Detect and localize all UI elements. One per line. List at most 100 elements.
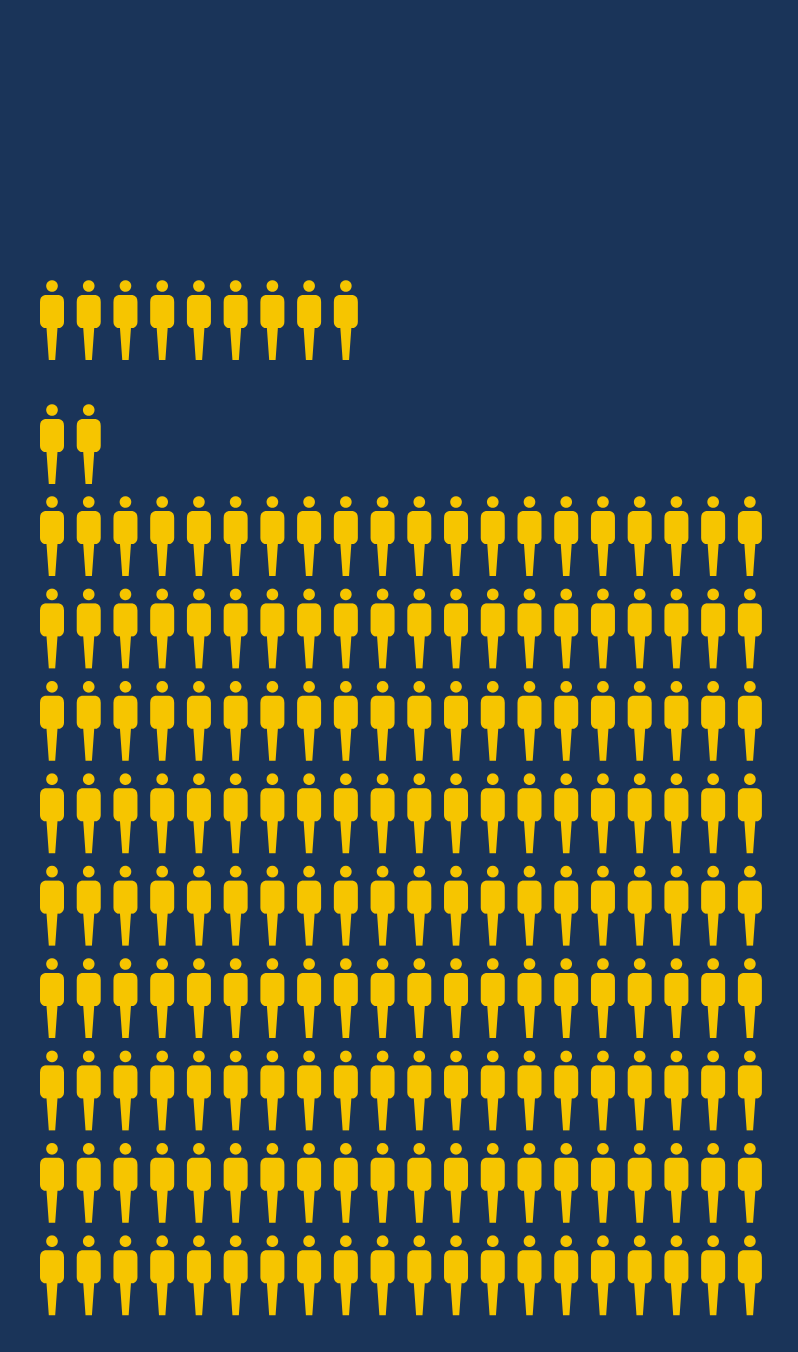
person-icon	[333, 865, 358, 946]
person-icon	[627, 1143, 652, 1223]
person-icon	[370, 496, 395, 576]
person-icon	[76, 865, 101, 946]
person-icon	[737, 681, 762, 761]
person-icon	[407, 773, 432, 854]
person-icon	[701, 681, 726, 761]
person-icon	[480, 496, 505, 576]
person-icon	[333, 681, 358, 761]
person-icon	[186, 496, 211, 576]
person-icon	[113, 1235, 138, 1316]
person-icon	[186, 1143, 211, 1223]
person-icon	[737, 958, 762, 1038]
person-icon	[664, 1050, 689, 1131]
person-icon	[370, 681, 395, 761]
person-icon	[150, 773, 175, 854]
person-icon	[40, 681, 64, 761]
person-icon	[664, 1143, 689, 1223]
person-icon	[297, 865, 322, 946]
person-icon	[517, 1143, 542, 1223]
pictogram-marks	[40, 280, 762, 1316]
person-icon	[444, 958, 469, 1038]
person-icon	[407, 496, 432, 576]
person-icon	[297, 1050, 322, 1131]
person-icon	[737, 1050, 762, 1131]
person-icon	[480, 1143, 505, 1223]
person-icon	[737, 588, 762, 669]
person-icon	[590, 958, 615, 1038]
person-icon	[333, 958, 358, 1038]
person-icon	[223, 1143, 248, 1223]
person-icon	[737, 1143, 762, 1223]
person-icon	[701, 588, 726, 669]
person-icon	[333, 1235, 358, 1316]
person-icon	[554, 1050, 579, 1131]
person-icon	[223, 958, 248, 1038]
person-icon	[223, 496, 248, 576]
person-icon	[260, 773, 285, 854]
person-icon	[444, 1143, 469, 1223]
person-icon	[444, 1235, 469, 1316]
person-icon	[40, 958, 64, 1038]
person-icon	[370, 865, 395, 946]
person-icon	[40, 496, 64, 576]
person-icon	[113, 1050, 138, 1131]
person-icon	[260, 681, 285, 761]
person-icon	[701, 865, 726, 946]
person-icon	[370, 588, 395, 669]
person-icon	[590, 1235, 615, 1316]
person-icon	[737, 865, 762, 946]
person-icon	[444, 496, 469, 576]
person-icon	[407, 865, 432, 946]
person-icon	[186, 958, 211, 1038]
person-icon	[260, 1050, 285, 1131]
person-icon	[444, 681, 469, 761]
person-icon	[113, 958, 138, 1038]
person-icon	[150, 865, 175, 946]
person-icon	[480, 588, 505, 669]
person-icon	[223, 280, 248, 360]
person-icon	[40, 1235, 64, 1316]
person-icon	[664, 588, 689, 669]
person-icon	[480, 865, 505, 946]
person-icon	[517, 681, 542, 761]
person-icon	[407, 1235, 432, 1316]
person-icon	[627, 1050, 652, 1131]
person-icon	[40, 1143, 64, 1223]
person-icon	[590, 1143, 615, 1223]
person-icon	[627, 496, 652, 576]
person-icon	[333, 773, 358, 854]
person-icon	[664, 865, 689, 946]
person-icon	[186, 865, 211, 946]
person-icon	[76, 958, 101, 1038]
person-icon	[701, 773, 726, 854]
person-icon	[664, 496, 689, 576]
person-icon	[480, 681, 505, 761]
person-icon	[186, 1050, 211, 1131]
person-icon	[737, 1235, 762, 1316]
person-icon	[554, 1143, 579, 1223]
person-icon	[444, 773, 469, 854]
person-icon	[517, 496, 542, 576]
person-icon	[627, 588, 652, 669]
person-icon	[297, 1235, 322, 1316]
person-icon	[407, 958, 432, 1038]
person-icon	[113, 496, 138, 576]
person-icon	[590, 1050, 615, 1131]
person-icon	[40, 404, 64, 484]
person-icon	[113, 681, 138, 761]
person-icon	[223, 1050, 248, 1131]
pictogram-group-1	[40, 280, 358, 360]
person-icon	[186, 681, 211, 761]
person-icon	[370, 773, 395, 854]
person-icon	[517, 1050, 542, 1131]
person-icon	[554, 496, 579, 576]
person-icon	[480, 1235, 505, 1316]
person-icon	[517, 773, 542, 854]
person-icon	[517, 588, 542, 669]
pictogram-group-3	[40, 496, 762, 1316]
person-icon	[701, 1143, 726, 1223]
person-icon	[76, 588, 101, 669]
person-icon	[554, 958, 579, 1038]
